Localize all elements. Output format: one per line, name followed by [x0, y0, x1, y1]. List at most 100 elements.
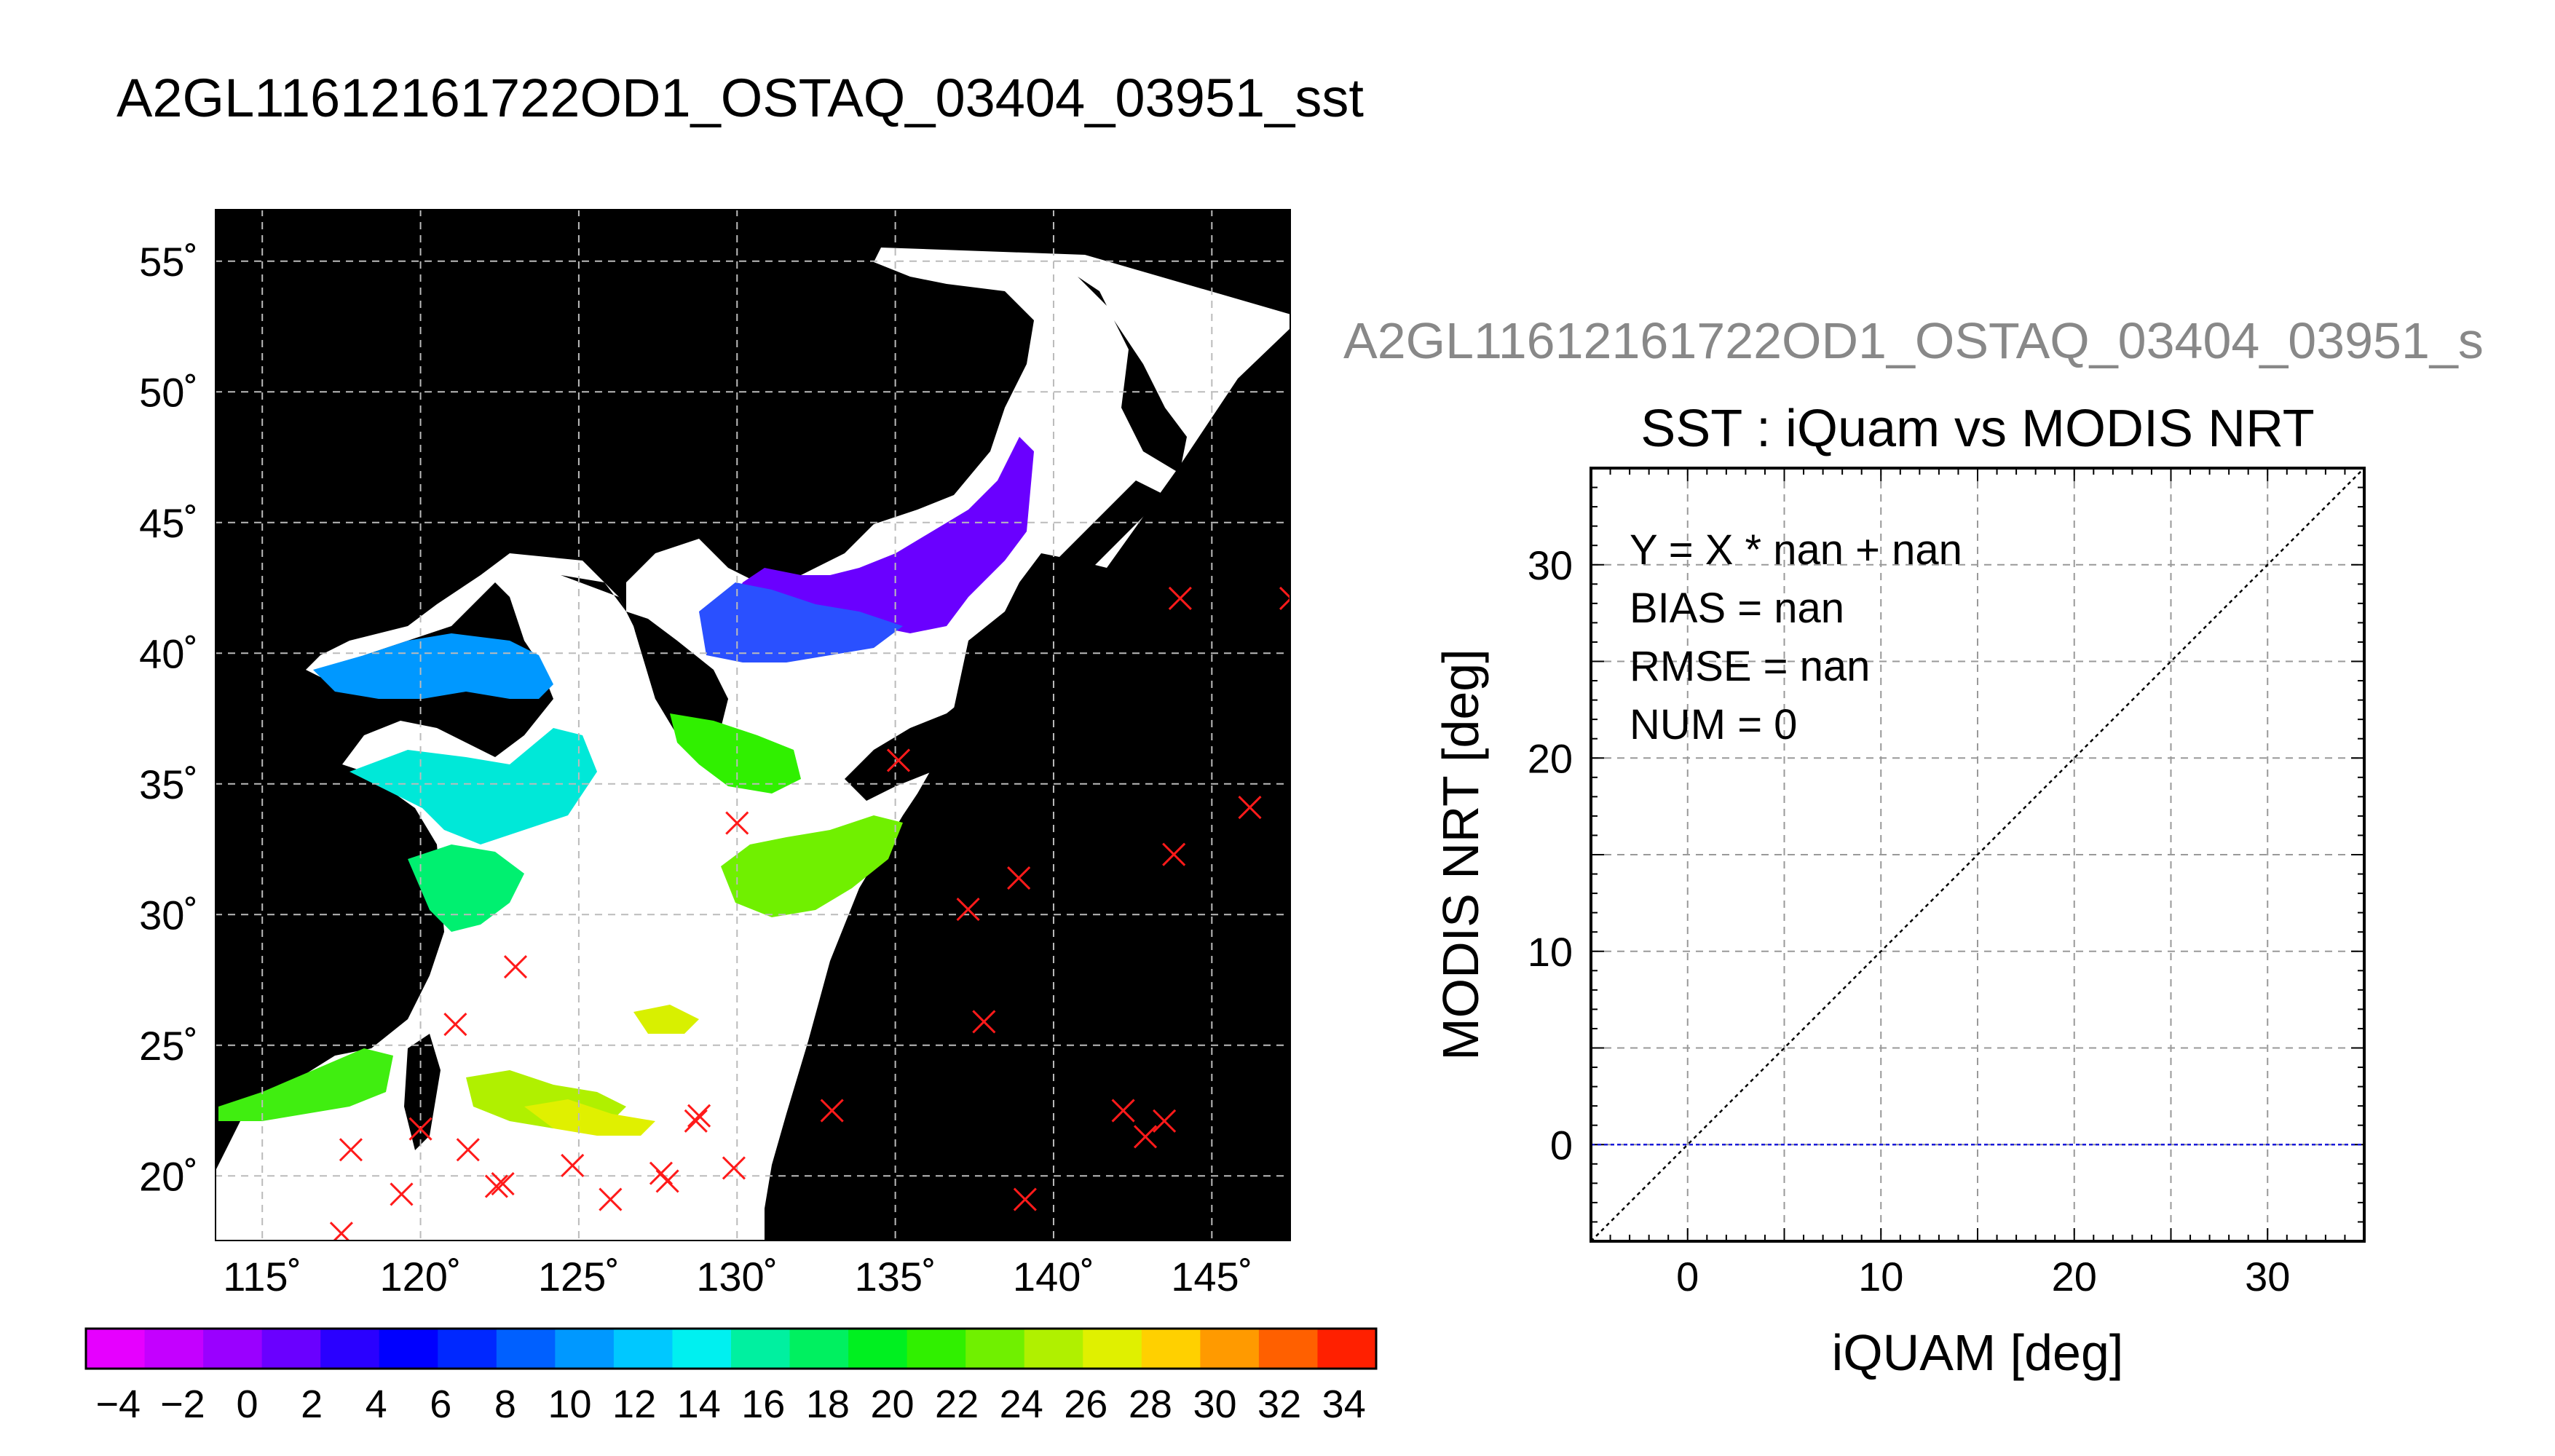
buoy-marker: [687, 1104, 711, 1128]
buoy-marker: [561, 1153, 585, 1177]
scatter-annotations: Y = X * nan + nan BIAS = nan RMSE = nan NUM…: [1630, 526, 1962, 748]
colorbar-segment: [496, 1329, 556, 1369]
scatter-xlabel: iQUAM [deg]: [1832, 1324, 2124, 1381]
colorbar-segment: [789, 1329, 849, 1369]
map-lon-tick-label: 130˚: [696, 1254, 778, 1299]
scatter-title: SST : iQuam vs MODIS NRT: [1640, 400, 2315, 458]
sst-map: [215, 209, 1291, 1241]
colorbar-tick-label: 20: [870, 1382, 914, 1426]
buoy-marker: [1007, 866, 1031, 890]
colorbar-segment: [1141, 1329, 1201, 1369]
colorbar-tick-label: 30: [1193, 1382, 1236, 1426]
colorbar-segment: [1258, 1329, 1318, 1369]
colorbar-tick-label: 8: [494, 1382, 516, 1426]
sst-patch-okhotsk: [728, 437, 1034, 633]
buoy-marker: [1162, 842, 1186, 866]
korea-peninsula: [561, 575, 728, 735]
colorbar-tick-label: 24: [1000, 1382, 1043, 1426]
map-lon-tick-label: 145˚: [1171, 1254, 1252, 1299]
buoy-marker: [972, 1010, 996, 1034]
buoy-marker: [722, 1156, 746, 1180]
buoy-marker: [456, 1138, 480, 1162]
colorbar-segment: [86, 1329, 146, 1369]
colorbar-tick-label: 22: [935, 1382, 979, 1426]
buoy-marker: [491, 1171, 515, 1196]
colorbar-segment: [320, 1329, 380, 1369]
colorbar-tick-label: 26: [1064, 1382, 1107, 1426]
buoy-marker: [503, 955, 528, 979]
colorbar-segment: [144, 1329, 204, 1369]
colorbar-tick-label: 28: [1129, 1382, 1172, 1426]
scatter-plot: 0 10 20 30 0 10 20 30: [1528, 467, 2366, 1299]
colorbar-segment: [379, 1329, 438, 1369]
buoy-marker: [408, 1117, 433, 1141]
buoy-markers: [329, 586, 1291, 1241]
sst-patch-east-china-sea: [408, 844, 524, 932]
colorbar-segment: [203, 1329, 263, 1369]
buoy-marker: [1153, 1109, 1177, 1133]
colorbar-tick-label: 34: [1322, 1382, 1366, 1426]
colorbar-tick-label: 10: [548, 1382, 591, 1426]
buoy-marker: [725, 811, 749, 835]
map-lat-tick-label: 55˚: [139, 239, 198, 285]
map-lat-tick-label: 35˚: [139, 761, 198, 807]
map-tick-labels: 55˚ 50˚ 45˚ 40˚ 35˚ 30˚ 25˚ 20˚ 115˚ 120˚ 125˚ 130˚…: [139, 239, 1252, 1299]
colorbar-tick-label: 16: [741, 1382, 785, 1426]
buoy-marker: [1013, 1187, 1037, 1211]
buoy-marker: [1279, 586, 1291, 610]
colorbar-segment: [731, 1329, 791, 1369]
map-lat-tick-label: 50˚: [139, 369, 198, 415]
scatter-y-tick-label: 0: [1550, 1122, 1573, 1168]
colorbar: −4 −2 0 2 4 6 8 10 12 14 16 18 20 22 24 26 28 30 32 34: [84, 1327, 1378, 1426]
buoy-marker: [655, 1169, 679, 1193]
map-title: A2GL11612161722OD1_OSTAQ_03404_03951_sst: [117, 68, 1364, 128]
map-lon-tick-label: 125˚: [538, 1254, 620, 1299]
scatter-x-tick-label: 0: [1676, 1254, 1699, 1299]
colorbar-tick-label: −2: [160, 1382, 205, 1426]
buoy-marker: [599, 1187, 623, 1211]
one-to-one-line: [1591, 468, 2364, 1241]
buoy-marker: [1111, 1099, 1135, 1123]
map-lat-tick-label: 25˚: [139, 1023, 198, 1069]
scatter-x-tick-label: 10: [1858, 1254, 1903, 1299]
map-lon-tick-label: 120˚: [380, 1254, 462, 1299]
scatter-annotation: NUM = 0: [1630, 701, 1797, 748]
map-lon-tick-label: 115˚: [223, 1254, 301, 1299]
colorbar-segment: [1083, 1329, 1142, 1369]
scatter-y-tick-label: 30: [1528, 542, 1573, 588]
scatter-y-tick-label: 20: [1528, 735, 1573, 781]
colorbar-segment: [848, 1329, 908, 1369]
map-lon-tick-label: 140˚: [1013, 1254, 1094, 1299]
scatter-ylabel: MODIS NRT [deg]: [1432, 649, 1489, 1060]
colorbar-segment: [555, 1329, 615, 1369]
sst-patch-philippine: [524, 1099, 655, 1136]
map-lat-tick-label: 30˚: [139, 892, 198, 938]
scatter-overflow-title: A2GL11612161722OD1_OSTAQ_03404_03951_s: [1343, 312, 2484, 369]
sst-patch-bohai: [313, 633, 553, 699]
map-lon-tick-label: 135˚: [855, 1254, 936, 1299]
colorbar-tick-label: 0: [236, 1382, 258, 1426]
scatter-annotation: BIAS = nan: [1630, 585, 1844, 632]
scatter-y-tick-label: 10: [1528, 929, 1573, 975]
colorbar-segment: [1317, 1329, 1377, 1369]
colorbar-tick-label: 32: [1257, 1382, 1301, 1426]
sst-patch-ryukyu: [633, 1005, 699, 1034]
scatter-x-tick-label: 20: [2052, 1254, 2097, 1299]
colorbar-tick-label: 12: [612, 1382, 656, 1426]
scatter-annotation: Y = X * nan + nan: [1630, 526, 1962, 574]
colorbar-segment: [613, 1329, 673, 1369]
scatter-frame: [1590, 467, 2366, 1243]
hokkaido: [1078, 277, 1187, 473]
buoy-marker: [484, 1174, 508, 1198]
colorbar-frame: [84, 1327, 1378, 1370]
colorbar-segment: [1200, 1329, 1260, 1369]
scatter-annotation: RMSE = nan: [1630, 643, 1870, 690]
buoy-marker: [339, 1138, 363, 1162]
colorbar-tick-label: 14: [677, 1382, 721, 1426]
buoy-marker: [1133, 1125, 1158, 1149]
colorbar-segment: [907, 1329, 966, 1369]
colorbar-segment: [261, 1329, 321, 1369]
buoy-marker: [684, 1109, 708, 1133]
colorbar-segment: [965, 1329, 1025, 1369]
